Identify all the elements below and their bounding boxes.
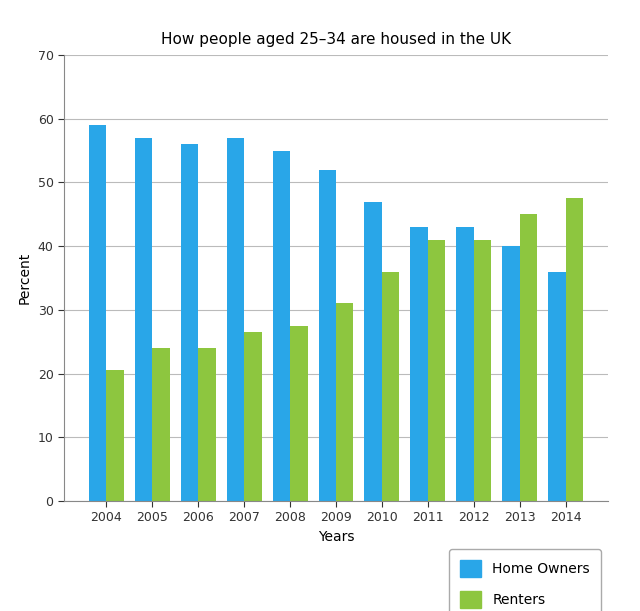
Bar [273, 150, 290, 501]
Bar [456, 227, 474, 501]
Bar [474, 240, 492, 501]
Bar [336, 304, 353, 501]
Bar [198, 348, 216, 501]
Bar [502, 246, 520, 501]
Bar [382, 272, 399, 501]
Bar [548, 272, 566, 501]
Bar [152, 348, 170, 501]
Legend: Home Owners, Renters: Home Owners, Renters [449, 549, 601, 611]
Bar [89, 125, 106, 501]
Bar [410, 227, 428, 501]
Bar [227, 138, 244, 501]
Title: How people aged 25–34 are housed in the UK: How people aged 25–34 are housed in the … [161, 32, 511, 47]
Bar [134, 138, 152, 501]
Y-axis label: Percent: Percent [18, 252, 32, 304]
Bar [566, 199, 583, 501]
Bar [428, 240, 445, 501]
Bar [520, 214, 538, 501]
Bar [290, 326, 307, 501]
X-axis label: Years: Years [317, 530, 355, 544]
Bar [244, 332, 262, 501]
Bar [180, 144, 198, 501]
Bar [106, 370, 124, 501]
Bar [319, 170, 336, 501]
Bar [365, 202, 382, 501]
